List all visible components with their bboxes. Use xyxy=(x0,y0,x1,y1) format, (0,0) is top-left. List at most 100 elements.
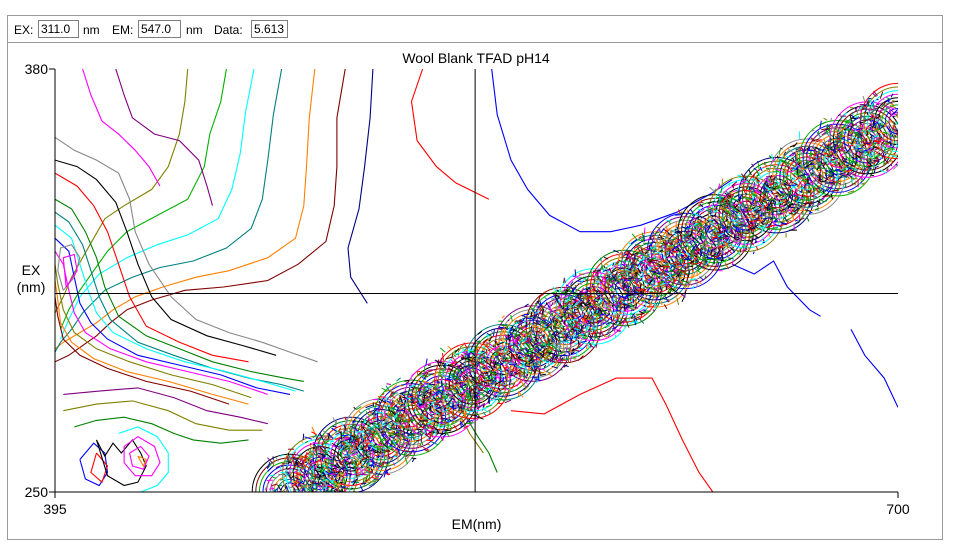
scatter-stroke xyxy=(903,121,905,126)
scatter-stroke xyxy=(570,281,574,286)
scatter-stroke xyxy=(750,177,755,181)
scatter-stroke xyxy=(633,254,637,259)
scatter-stroke xyxy=(401,393,406,397)
scatter-stroke xyxy=(351,448,356,454)
scatter-stroke xyxy=(524,375,528,379)
scatter-stroke xyxy=(445,426,452,431)
scatter-stroke xyxy=(644,285,647,288)
data-value-field[interactable]: 5.613 xyxy=(251,20,288,38)
scatter-stroke xyxy=(808,203,811,208)
scatter-stroke xyxy=(500,383,506,388)
scatter-stroke xyxy=(869,127,871,134)
contour-line xyxy=(115,69,214,206)
scatter-stroke xyxy=(830,164,835,166)
scatter-stroke xyxy=(912,133,914,137)
scatter-stroke xyxy=(834,125,838,130)
scatter-stroke xyxy=(435,392,440,397)
scatter-stroke xyxy=(578,312,581,316)
scatter-stroke xyxy=(700,212,704,214)
scatter-stroke xyxy=(854,139,858,143)
scatter-stroke xyxy=(769,164,777,168)
scatter-stroke xyxy=(581,331,585,335)
scatter-stroke xyxy=(600,284,602,287)
scatter-stroke xyxy=(799,166,804,174)
scatter-stroke xyxy=(556,338,560,344)
scatter-stroke xyxy=(298,452,302,456)
scatter-stroke xyxy=(659,240,665,243)
scatter-stroke xyxy=(284,461,288,465)
scatter-stroke xyxy=(537,350,543,357)
scatter-stroke xyxy=(856,130,863,134)
scatter-stroke xyxy=(745,192,748,195)
scatter-stroke xyxy=(589,306,595,311)
scatter-stroke xyxy=(607,291,611,293)
scatter-stroke xyxy=(509,327,513,332)
scatter-stroke xyxy=(514,351,522,356)
scatter-stroke xyxy=(755,245,759,251)
scatter-stroke xyxy=(860,179,865,183)
scatter-stroke xyxy=(543,348,551,352)
scatter-stroke xyxy=(287,503,292,509)
scatter-stroke xyxy=(506,369,511,373)
ex-value-field[interactable]: 311.0 xyxy=(38,20,79,38)
scatter-stroke xyxy=(605,266,608,270)
scatter-stroke xyxy=(510,353,514,358)
scatter-stroke xyxy=(809,158,816,162)
scatter-stroke xyxy=(410,381,414,384)
scatter-stroke xyxy=(784,175,792,182)
scatter-stroke xyxy=(415,408,422,410)
scatter-stroke xyxy=(447,377,451,380)
scatter-stroke xyxy=(630,238,638,245)
scatter-stroke xyxy=(507,319,510,322)
scatter-stroke xyxy=(506,367,511,376)
scatter-stroke xyxy=(871,114,874,121)
scatter-stroke xyxy=(754,226,760,230)
scatter-stroke xyxy=(910,102,916,103)
scatter-stroke xyxy=(590,289,593,292)
scatter-stroke xyxy=(598,297,605,305)
contour-line xyxy=(850,329,898,408)
em-value-field[interactable]: 547.0 xyxy=(138,20,181,38)
scatter-stroke xyxy=(495,373,499,380)
scatter-stroke xyxy=(478,377,480,381)
scatter-stroke xyxy=(569,348,571,352)
scatter-stroke xyxy=(803,167,810,170)
scatter-stroke xyxy=(622,272,628,280)
scatter-ring xyxy=(745,164,808,227)
scatter-stroke xyxy=(277,498,284,499)
scatter-stroke xyxy=(436,379,440,384)
scatter-stroke xyxy=(444,407,446,412)
contour-line xyxy=(55,198,304,382)
scatter-stroke xyxy=(663,304,668,310)
scatter-stroke xyxy=(538,311,544,316)
scatter-stroke xyxy=(439,407,442,411)
scatter-stroke xyxy=(453,424,458,430)
scatter-stroke xyxy=(633,257,636,264)
scatter-stroke xyxy=(739,182,745,187)
scatter-stroke xyxy=(819,144,823,147)
scatter-stroke xyxy=(867,102,873,110)
scatter-stroke xyxy=(279,466,282,470)
scatter-stroke xyxy=(860,177,864,181)
scatter-stroke xyxy=(399,406,401,413)
scatter-stroke xyxy=(293,474,297,477)
scatter-stroke xyxy=(756,170,760,176)
scatter-stroke xyxy=(733,225,740,227)
scatter-stroke xyxy=(351,478,359,484)
scatter-stroke xyxy=(894,129,898,132)
scatter-stroke xyxy=(333,472,339,478)
scatter-stroke xyxy=(423,429,427,438)
scatter-stroke xyxy=(684,223,687,227)
scatter-stroke xyxy=(381,406,385,409)
scatter-stroke xyxy=(299,461,307,465)
scatter-stroke xyxy=(677,282,683,285)
scatter-stroke xyxy=(844,142,852,144)
scatter-stroke xyxy=(587,344,591,349)
scatter-stroke xyxy=(402,411,408,415)
scatter-stroke xyxy=(621,296,627,300)
scatter-stroke xyxy=(482,346,486,349)
scatter-stroke xyxy=(573,313,576,316)
scatter-stroke xyxy=(464,349,469,352)
scatter-stroke xyxy=(629,266,634,275)
